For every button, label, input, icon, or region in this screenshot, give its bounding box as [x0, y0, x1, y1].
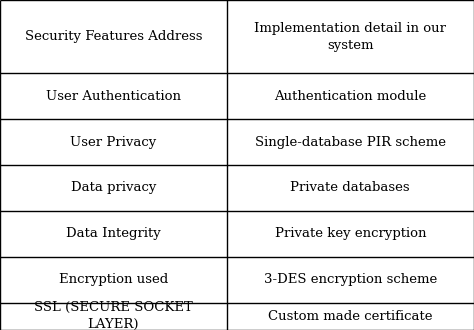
Text: Implementation detail in our
system: Implementation detail in our system: [254, 22, 447, 52]
Text: 3-DES encryption scheme: 3-DES encryption scheme: [264, 273, 437, 286]
Text: Encryption used: Encryption used: [59, 273, 168, 286]
Text: Data Integrity: Data Integrity: [66, 227, 161, 240]
Text: SSL (SECURE SOCKET
LAYER): SSL (SECURE SOCKET LAYER): [34, 301, 192, 330]
Text: Private key encryption: Private key encryption: [274, 227, 426, 240]
Text: User Authentication: User Authentication: [46, 90, 181, 103]
Text: Custom made certificate: Custom made certificate: [268, 310, 433, 323]
Text: Authentication module: Authentication module: [274, 90, 427, 103]
Text: Security Features Address: Security Features Address: [25, 30, 202, 43]
Text: Private databases: Private databases: [291, 182, 410, 194]
Text: Data privacy: Data privacy: [71, 182, 156, 194]
Text: User Privacy: User Privacy: [70, 136, 156, 148]
Text: Single-database PIR scheme: Single-database PIR scheme: [255, 136, 446, 148]
